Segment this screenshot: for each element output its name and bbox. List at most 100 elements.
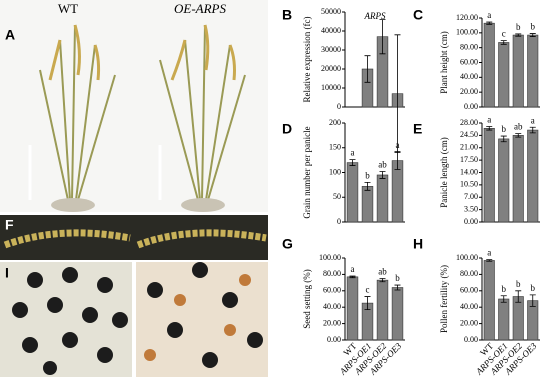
y-tick-label: 0.00 xyxy=(464,335,478,344)
panel-label: F xyxy=(5,217,14,233)
error-bar xyxy=(379,19,386,55)
significance-letter: ab xyxy=(378,160,387,170)
significance-letter: c xyxy=(502,29,506,39)
y-tick-label: 20.00 xyxy=(460,87,478,96)
y-tick-label: 30000 xyxy=(321,45,341,54)
error-bar xyxy=(529,126,536,134)
y-tick-label: 80.00 xyxy=(460,42,478,51)
significance-letter: b xyxy=(516,279,521,289)
y-tick-label: 0.00 xyxy=(464,217,478,226)
y-tick-label: 20.00 xyxy=(460,318,478,327)
bar xyxy=(498,298,510,341)
pollen-grains xyxy=(12,262,263,375)
error-bar xyxy=(364,55,371,83)
error-bar xyxy=(486,126,493,131)
y-tick-label: 40.00 xyxy=(460,72,478,81)
y-tick-label: 24.50 xyxy=(460,130,478,139)
y-tick-label: 40000 xyxy=(321,26,341,35)
bar xyxy=(376,174,389,223)
bar xyxy=(512,135,524,223)
y-tick-label: 0.00 xyxy=(464,102,478,111)
error-bar xyxy=(379,171,386,179)
y-tick-label: 100 xyxy=(329,167,341,176)
y-tick-label: 50000 xyxy=(321,7,341,16)
error-bar xyxy=(500,135,507,143)
y-tick-label: 50 xyxy=(333,192,341,201)
column-label: WT xyxy=(58,1,78,16)
significance-letter: a xyxy=(351,264,355,274)
y-axis-label: Relative expression (fc) xyxy=(302,17,312,103)
error-bar xyxy=(349,159,356,166)
y-axis-label: Plant height (cm) xyxy=(439,31,449,94)
bar xyxy=(346,162,359,223)
bar xyxy=(361,186,374,223)
bar xyxy=(483,260,495,341)
bar xyxy=(512,34,524,108)
plant-wt xyxy=(39,24,246,201)
error-bar xyxy=(500,295,507,303)
significance-letter: a xyxy=(531,115,535,125)
y-tick-label: 10.50 xyxy=(460,180,478,189)
y-tick-label: 100.00 xyxy=(319,253,341,262)
y-tick-label: 0.00 xyxy=(327,335,341,344)
error-bar xyxy=(515,33,522,37)
bar xyxy=(498,42,510,108)
pot xyxy=(181,198,225,212)
error-bar xyxy=(500,40,507,45)
y-tick-label: 60.00 xyxy=(460,57,478,66)
significance-letter: a xyxy=(487,10,491,20)
y-tick-label: 80.00 xyxy=(460,269,478,278)
panel-label: D xyxy=(282,121,292,137)
error-bar xyxy=(486,21,493,25)
significance-letter: b xyxy=(531,22,536,32)
grains xyxy=(3,229,267,249)
significance-letter: c xyxy=(366,285,370,295)
significance-letter: ab xyxy=(378,267,387,277)
y-tick-label: 80.00 xyxy=(323,269,341,278)
error-bar xyxy=(515,290,522,303)
error-bar xyxy=(364,296,371,311)
error-bar xyxy=(364,182,371,191)
y-tick-label: 60.00 xyxy=(460,286,478,295)
panel-label: C xyxy=(413,7,423,23)
bar xyxy=(391,287,404,341)
y-tick-label: 0 xyxy=(337,102,341,111)
y-axis-label: Grain number per panicle xyxy=(302,126,312,218)
y-tick-label: 100.00 xyxy=(456,253,478,262)
photo-plants xyxy=(0,0,268,212)
significance-letter: a xyxy=(351,148,355,158)
panel-label: E xyxy=(413,121,422,137)
significance-letter: b xyxy=(395,273,400,283)
y-tick-label: 40.00 xyxy=(323,302,341,311)
error-bar xyxy=(515,133,522,138)
error-bar xyxy=(486,259,493,262)
error-bar xyxy=(379,278,386,283)
error-bar xyxy=(394,151,401,170)
panicles xyxy=(48,24,236,81)
y-tick-label: 20.00 xyxy=(323,318,341,327)
significance-letter: a xyxy=(487,248,491,258)
y-tick-label: 120.00 xyxy=(456,13,478,22)
panel-label: H xyxy=(413,236,423,252)
error-bar xyxy=(394,284,401,291)
y-tick-label: 20000 xyxy=(321,64,341,73)
bar xyxy=(527,129,539,223)
y-tick-label: 10000 xyxy=(321,83,341,92)
y-tick-label: 21.00 xyxy=(460,143,478,152)
y-tick-label: 3.50 xyxy=(464,204,478,213)
y-tick-label: 0 xyxy=(337,217,341,226)
y-tick-label: 17.50 xyxy=(460,155,478,164)
significance-letter: b xyxy=(531,283,536,293)
y-tick-label: 60.00 xyxy=(323,286,341,295)
sterile-pollen xyxy=(144,274,251,361)
y-axis-label: Seed setting (%) xyxy=(302,269,312,328)
significance-letter: b xyxy=(502,284,507,294)
y-tick-label: 7.00 xyxy=(464,192,478,201)
significance-letter: ab xyxy=(514,122,523,132)
column-label: OE-ARPS xyxy=(174,1,226,16)
significance-letter: b xyxy=(365,170,370,180)
bar xyxy=(498,138,510,223)
photo-grains xyxy=(0,215,268,260)
bar xyxy=(346,276,359,341)
